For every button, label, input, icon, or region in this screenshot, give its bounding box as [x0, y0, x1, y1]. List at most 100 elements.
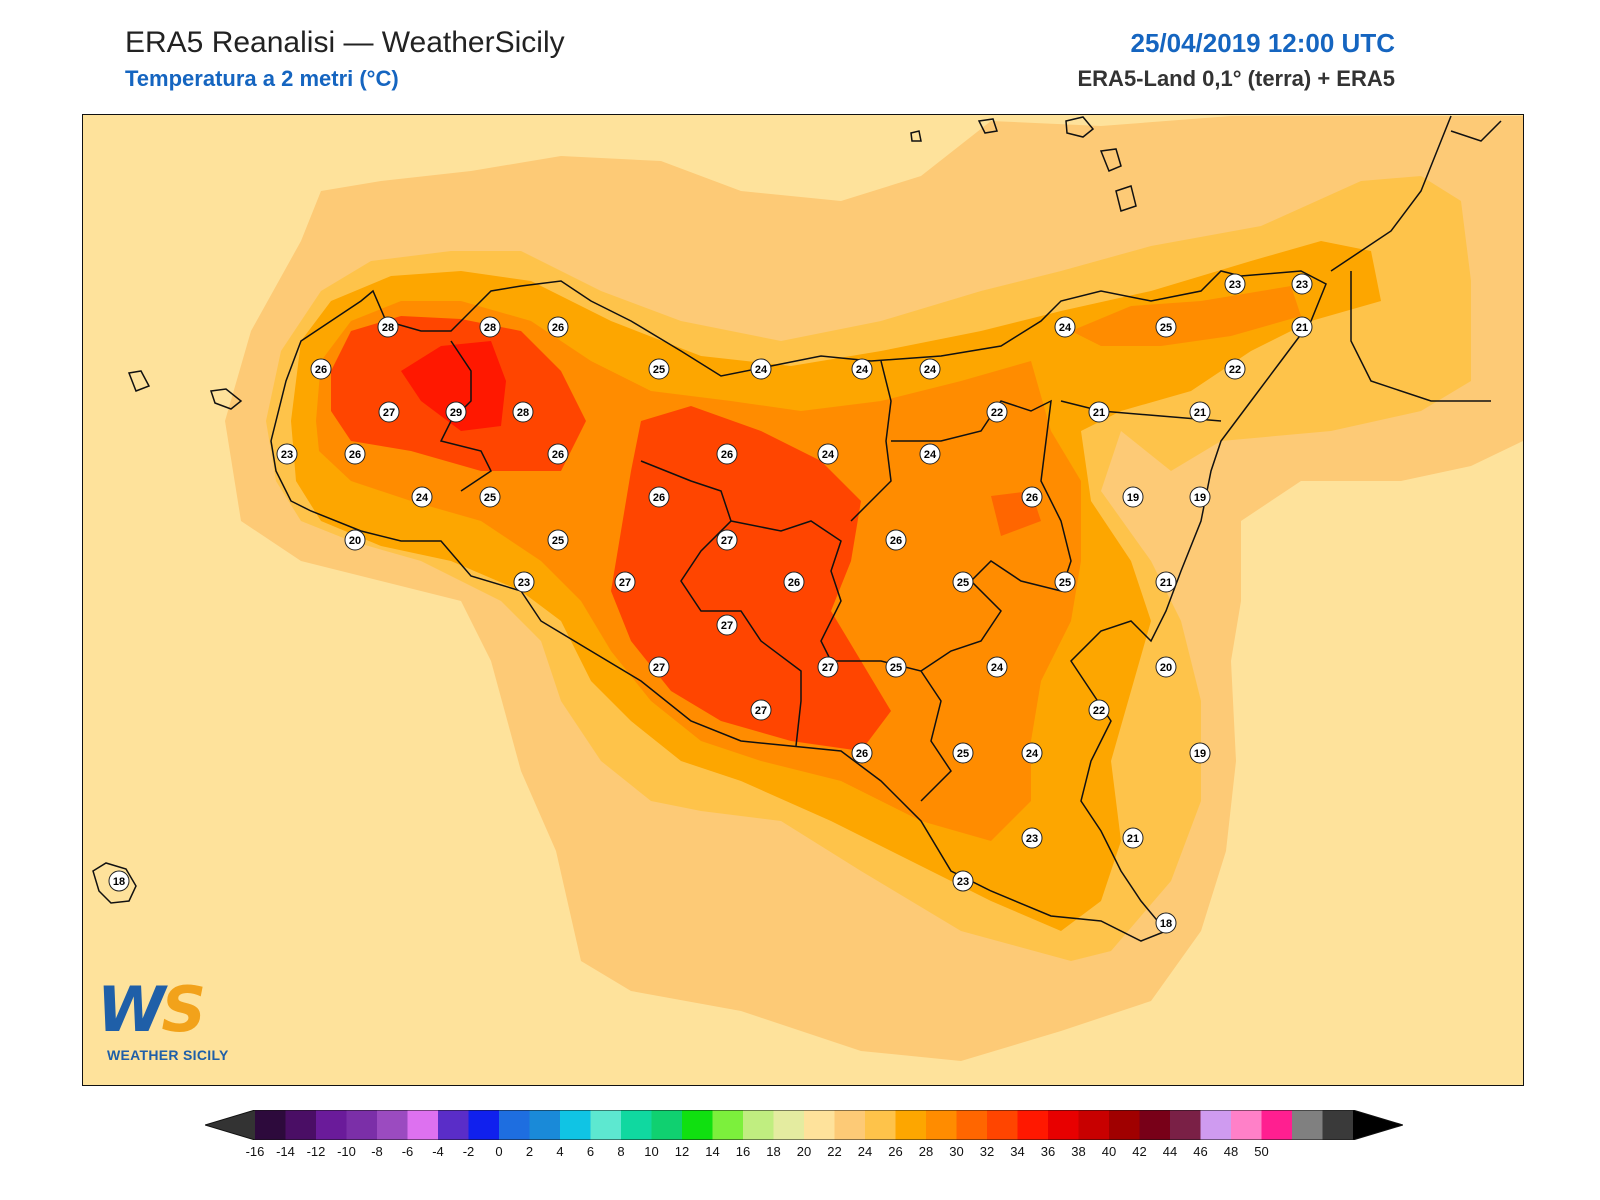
marker-circle: [479, 316, 501, 338]
colorbar-tick-label: 50: [1254, 1144, 1269, 1159]
temperature-marker: 27: [817, 656, 839, 678]
marker-circle: [750, 699, 772, 721]
temperature-marker: 23: [1021, 827, 1043, 849]
temperature-marker: 25: [547, 529, 569, 551]
temperature-marker: 21: [1122, 827, 1144, 849]
colorbar-cell: [529, 1110, 561, 1140]
colorbar-tick-label: 32: [979, 1144, 995, 1159]
temperature-marker: 24: [411, 486, 433, 508]
colorbar-tick-label: 0: [495, 1144, 503, 1159]
marker-circle: [952, 742, 974, 764]
temperature-marker: 26: [310, 358, 332, 380]
colorbar-cell: [804, 1110, 835, 1140]
marker-circle: [783, 571, 805, 593]
temperature-marker: 26: [547, 316, 569, 338]
map-datetime: 25/04/2019 12:00 UTC: [1130, 28, 1395, 58]
colorbar-tick-label: 34: [1010, 1144, 1025, 1159]
temperature-marker: 25: [952, 742, 974, 764]
temperature-marker: 24: [986, 656, 1008, 678]
marker-circle: [648, 486, 670, 508]
colorbar-cell: [773, 1110, 805, 1140]
marker-circle: [310, 358, 332, 380]
temperature-marker: 26: [851, 742, 873, 764]
temperature-marker: 24: [750, 358, 772, 380]
marker-circle: [1088, 401, 1110, 423]
marker-circle: [1189, 401, 1211, 423]
colorbar-cell: [285, 1110, 317, 1140]
colorbar-tick-label: -8: [371, 1144, 383, 1159]
temperature-marker: 28: [512, 401, 534, 423]
temperature-marker: 28: [377, 316, 399, 338]
marker-value: 28: [517, 407, 529, 419]
colorbar-tick-label: 30: [949, 1144, 964, 1159]
marker-value: 26: [315, 364, 327, 376]
temperature-marker: 22: [986, 401, 1008, 423]
marker-circle: [986, 656, 1008, 678]
temperature-marker: 26: [783, 571, 805, 593]
marker-value: 20: [349, 535, 361, 547]
weathersicily-logo: WS WEATHER SICILY: [97, 973, 267, 1073]
marker-circle: [276, 443, 298, 465]
marker-value: 21: [1093, 407, 1105, 419]
marker-circle: [919, 443, 941, 465]
marker-circle: [817, 443, 839, 465]
marker-circle: [851, 358, 873, 380]
colorbar-tick-label: 10: [644, 1144, 659, 1159]
marker-value: 21: [1296, 322, 1308, 334]
colorbar-cell: [316, 1110, 347, 1140]
marker-circle: [378, 401, 400, 423]
marker-circle: [885, 656, 907, 678]
temperature-marker: 29: [445, 401, 467, 423]
marker-value: 23: [1026, 833, 1038, 845]
colorbar-tick-label: 16: [735, 1144, 751, 1159]
colorbar-cell: [255, 1110, 286, 1140]
marker-circle: [445, 401, 467, 423]
temperature-marker: 26: [648, 486, 670, 508]
colorbar-cell: [1017, 1110, 1049, 1140]
map-title: ERA5 Reanalisi — WeatherSicily: [125, 26, 565, 59]
colorbar-cell: [1170, 1110, 1201, 1140]
marker-value: 24: [755, 364, 768, 376]
marker-value: 24: [822, 449, 835, 461]
colorbar-cell: [1139, 1110, 1171, 1140]
temperature-marker: 22: [1224, 358, 1246, 380]
marker-value: 26: [653, 492, 665, 504]
temperature-marker: 18: [108, 870, 130, 892]
marker-value: 26: [349, 449, 361, 461]
temperature-marker: 24: [919, 358, 941, 380]
marker-circle: [344, 443, 366, 465]
marker-circle: [1189, 486, 1211, 508]
marker-value: 18: [113, 876, 125, 888]
marker-value: 25: [1160, 322, 1172, 334]
colorbar-cell: [346, 1110, 378, 1140]
colorbar-cell: [1109, 1110, 1140, 1140]
colorbar-tick-label: 28: [918, 1144, 934, 1159]
marker-value: 27: [721, 535, 733, 547]
temperature-marker: 27: [378, 401, 400, 423]
colorbar-tick-label: 22: [827, 1144, 842, 1159]
marker-value: 26: [552, 322, 564, 334]
colorbar-tick-label: -10: [337, 1144, 356, 1159]
marker-circle: [547, 443, 569, 465]
temperature-marker: 20: [344, 529, 366, 551]
marker-circle: [614, 571, 636, 593]
colorbar-cell: [651, 1110, 683, 1140]
band-30: [401, 341, 506, 431]
temperature-marker: 19: [1189, 486, 1211, 508]
marker-value: 26: [890, 535, 902, 547]
colorbar-tick-label: 4: [556, 1144, 564, 1159]
islands: [92, 116, 1137, 904]
marker-value: 27: [619, 577, 631, 589]
marker-circle: [512, 401, 534, 423]
colorbar-tick-label: -16: [245, 1144, 265, 1159]
temperature-marker: 27: [614, 571, 636, 593]
temperature-marker: 24: [817, 443, 839, 465]
map-canvas: 28 28 26 26 27 29 28 23 26 26 24 25 20 25 23 25 24 24 24 24…: [92, 115, 1523, 1061]
marker-circle: [1155, 316, 1177, 338]
marker-circle: [547, 316, 569, 338]
marker-value: 26: [856, 748, 868, 760]
marker-circle: [1291, 273, 1313, 295]
marker-circle: [1155, 912, 1177, 934]
colorbar-cell: [468, 1110, 500, 1140]
colorbar-cell: [1322, 1110, 1354, 1140]
